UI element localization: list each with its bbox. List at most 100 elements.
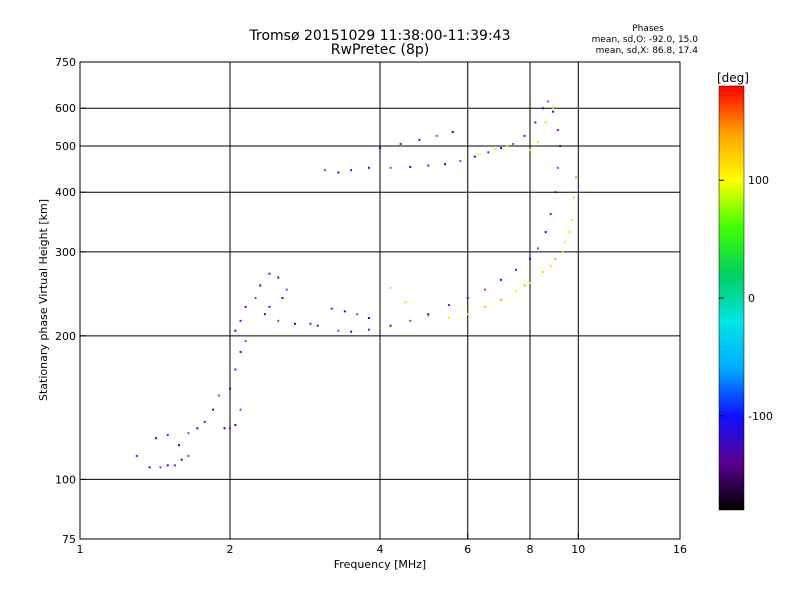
data-point: [523, 134, 526, 137]
data-point: [570, 218, 573, 221]
x-tick-label: 6: [464, 543, 471, 556]
data-point: [166, 433, 169, 436]
data-point: [196, 427, 199, 430]
data-point: [427, 164, 430, 167]
data-point: [239, 350, 242, 353]
data-point: [254, 297, 257, 300]
x-tick-label: 8: [527, 543, 534, 556]
data-point: [556, 129, 559, 132]
data-point: [239, 408, 242, 411]
data-point: [466, 313, 469, 316]
data-point: [259, 284, 262, 287]
data-point: [487, 151, 490, 154]
data-point: [477, 153, 480, 156]
data-point: [268, 305, 271, 308]
data-point: [447, 316, 450, 319]
stats-line-o: mean, sd,O: -92.0, 15.0: [592, 35, 699, 45]
data-point: [451, 130, 454, 133]
data-point: [234, 424, 237, 427]
data-point: [367, 166, 370, 169]
x-tick-label: 2: [227, 543, 234, 556]
y-tick-label: 500: [55, 140, 76, 153]
data-point: [561, 250, 564, 253]
data-point: [500, 147, 503, 150]
data-point: [568, 231, 571, 234]
data-point: [542, 107, 545, 110]
data-point: [212, 408, 215, 411]
data-point: [544, 231, 547, 234]
data-point: [187, 454, 190, 457]
data-point: [523, 284, 526, 287]
data-point: [466, 297, 469, 300]
data-point: [187, 432, 190, 435]
data-point: [159, 466, 162, 469]
data-point: [244, 305, 247, 308]
x-tick-label: 10: [571, 543, 585, 556]
y-tick-label: 300: [55, 246, 76, 259]
data-point: [337, 329, 340, 332]
y-tick-label: 100: [55, 473, 76, 486]
data-point: [473, 155, 476, 158]
data-point: [330, 307, 333, 310]
data-point: [512, 142, 515, 145]
y-tick-label: 200: [55, 330, 76, 343]
data-point: [234, 368, 237, 371]
x-axis-label: Frequency [MHz]: [334, 558, 426, 571]
data-point: [559, 144, 562, 147]
data-point: [529, 149, 531, 152]
data-point: [563, 240, 566, 243]
data-point: [180, 458, 183, 461]
data-point: [427, 313, 430, 316]
data-point: [148, 466, 151, 469]
x-tick-label: 4: [377, 543, 384, 556]
data-point: [177, 444, 180, 447]
colorbar-tick-label: 100: [748, 174, 769, 187]
stats-heading: Phases: [632, 24, 664, 34]
data-point: [244, 340, 247, 343]
data-point: [547, 100, 550, 103]
data-point: [239, 319, 242, 322]
data-point: [552, 110, 555, 113]
data-point: [427, 315, 430, 318]
colorbar-tick-label: 0: [748, 292, 755, 305]
grid-lines: [80, 62, 680, 539]
data-point: [356, 313, 359, 316]
data-point: [549, 213, 552, 216]
data-point: [484, 305, 487, 308]
data-point: [534, 121, 537, 124]
data-point: [389, 324, 392, 327]
data-point: [343, 310, 346, 313]
data-point: [166, 464, 169, 467]
y-axis-label: Stationary phase Virtual Height [km]: [37, 199, 50, 401]
data-point: [529, 282, 531, 285]
data-point: [484, 288, 487, 291]
stats-line-x: mean, sd,X: 86.8, 17.4: [596, 46, 699, 56]
chart-title: Tromsø 20151029 11:38:00-11:39:43: [249, 28, 511, 44]
data-point: [549, 265, 552, 268]
y-tick-label: 600: [55, 102, 76, 115]
data-point: [506, 144, 509, 147]
data-point: [285, 288, 288, 291]
data-point: [409, 165, 412, 168]
data-point: [572, 196, 575, 199]
data-point: [379, 147, 381, 150]
data-point: [389, 286, 392, 289]
data-point: [323, 169, 326, 172]
data-point: [337, 171, 340, 174]
data-point: [281, 297, 284, 300]
x-tick-label: 16: [673, 543, 687, 556]
data-point: [234, 329, 237, 332]
data-point: [173, 464, 176, 467]
data-point: [277, 276, 280, 279]
data-point: [554, 257, 557, 260]
axis-ticks: 1 2 4 6 8 10 16 75 100 200 300 400 500 600 750: [55, 56, 687, 556]
data-point: [552, 107, 555, 110]
y-tick-label: 400: [55, 186, 76, 199]
data-point: [229, 387, 231, 390]
data-point: [350, 169, 353, 172]
data-point: [542, 271, 545, 274]
data-point: [135, 454, 138, 457]
data-point: [500, 278, 503, 281]
data-point: [277, 319, 280, 322]
data-point: [536, 247, 539, 250]
